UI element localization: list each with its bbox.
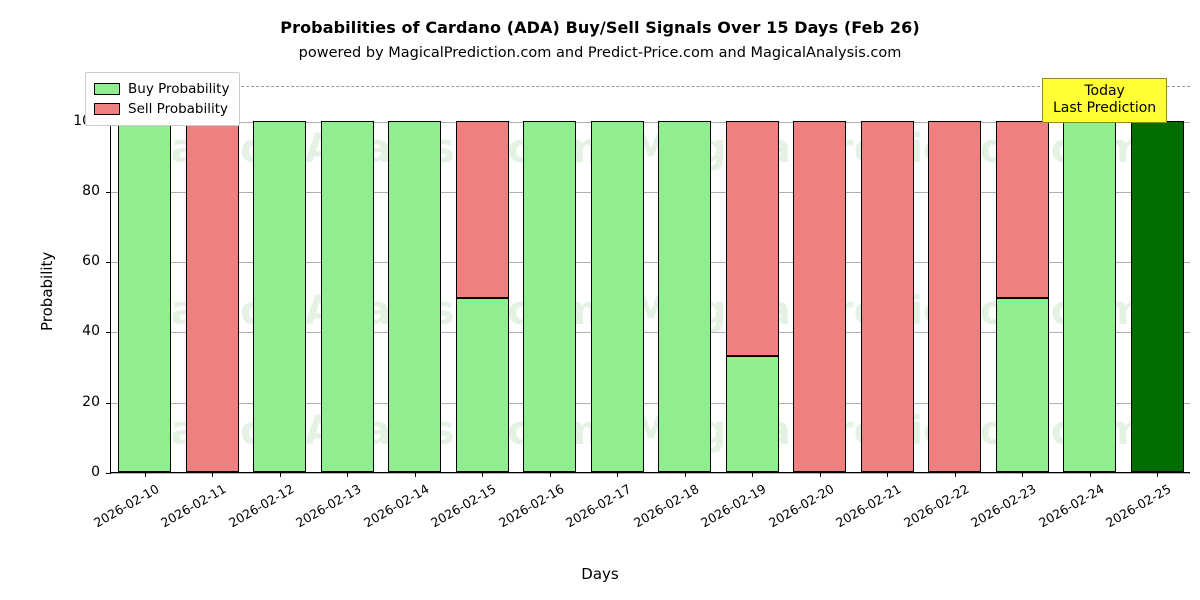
- bar-segment-buy[interactable]: [455, 298, 509, 472]
- legend-item-sell: Sell Probability: [94, 99, 229, 119]
- bar-segment-buy[interactable]: [523, 120, 577, 472]
- legend-swatch-buy: [94, 83, 120, 95]
- x-tick-label: 2026-02-10: [90, 481, 162, 531]
- chart-subtitle: powered by MagicalPrediction.com and Pre…: [298, 45, 902, 61]
- x-tick-label: 2026-02-19: [698, 481, 769, 531]
- bar-group[interactable]: [185, 77, 239, 472]
- bar-group[interactable]: [793, 77, 847, 472]
- bar-segment-buy[interactable]: [253, 120, 307, 472]
- x-tick-label: 2026-02-22: [900, 481, 972, 531]
- y-tick-label: 0: [91, 464, 100, 480]
- bar-group[interactable]: [118, 77, 172, 472]
- bar-group[interactable]: [860, 77, 914, 472]
- x-tick-mark: [752, 472, 754, 477]
- legend-swatch-sell: [94, 103, 120, 115]
- x-tick-mark: [212, 472, 214, 477]
- bar-segment-buy[interactable]: [320, 120, 374, 472]
- y-tick-label: 80: [82, 182, 100, 199]
- bar-group[interactable]: [658, 77, 712, 472]
- x-tick-label: 2026-02-12: [225, 481, 297, 531]
- bar-segment-buy[interactable]: [590, 120, 644, 472]
- x-tick-mark: [347, 472, 349, 477]
- x-tick-mark: [1089, 472, 1091, 477]
- today-annotation-line1: Today: [1084, 83, 1125, 99]
- x-tick-label: 2026-02-11: [158, 481, 229, 531]
- x-tick-label: 2026-02-21: [833, 481, 904, 531]
- today-annotation: Today Last Prediction: [1042, 78, 1168, 123]
- bar-group[interactable]: [253, 77, 307, 472]
- y-tick-mark: [106, 262, 111, 264]
- x-tick-mark: [414, 472, 416, 477]
- x-tick-label: 2026-02-16: [495, 481, 567, 531]
- bar-segment-buy[interactable]: [1063, 120, 1117, 472]
- y-tick-label: 20: [82, 393, 100, 410]
- bar-segment-buy[interactable]: [725, 356, 779, 472]
- x-tick-label: 2026-02-25: [1103, 481, 1174, 531]
- y-gridline: [111, 262, 1190, 264]
- bar-group[interactable]: [928, 77, 982, 472]
- bar-group[interactable]: [388, 77, 442, 472]
- bar-segment-buy[interactable]: [658, 120, 712, 472]
- bar-segment-today[interactable]: [1130, 120, 1184, 472]
- x-tick-mark: [819, 472, 821, 477]
- x-tick-label: 2026-02-24: [1035, 481, 1107, 531]
- x-tick-mark: [1022, 472, 1024, 477]
- legend-label-sell: Sell Probability: [128, 101, 229, 117]
- y-gridline: [111, 121, 1190, 123]
- bar-group[interactable]: [590, 77, 644, 472]
- x-tick-mark: [954, 472, 956, 477]
- x-tick-mark: [617, 472, 619, 477]
- bar-segment-sell[interactable]: [725, 120, 779, 357]
- x-axis-label: Days: [581, 565, 619, 583]
- y-tick-mark: [106, 332, 111, 334]
- plot-area: MagicalAnalysis.comMagicalPrediction.com…: [106, 77, 1190, 477]
- x-tick-label: 2026-02-13: [293, 481, 364, 531]
- x-tick-mark: [144, 472, 146, 477]
- y-tick-label: 40: [82, 323, 100, 340]
- bar-group[interactable]: [725, 77, 779, 472]
- bar-group[interactable]: [995, 77, 1049, 472]
- legend-item-buy: Buy Probability: [94, 79, 229, 99]
- legend-label-buy: Buy Probability: [128, 81, 230, 97]
- y-tick-label: 60: [82, 253, 100, 270]
- chart-title: Probabilities of Cardano (ADA) Buy/Sell …: [280, 18, 920, 37]
- bar-segment-sell[interactable]: [185, 120, 239, 472]
- x-tick-mark: [279, 472, 281, 477]
- bar-segment-sell[interactable]: [455, 120, 509, 299]
- bar-group[interactable]: [1130, 77, 1184, 472]
- bar-segment-buy[interactable]: [388, 120, 442, 472]
- bar-group[interactable]: [1063, 77, 1117, 472]
- y-gridline: [111, 402, 1190, 404]
- bar-segment-sell[interactable]: [860, 120, 914, 472]
- bar-group[interactable]: [523, 77, 577, 472]
- x-tick-label: 2026-02-20: [765, 481, 837, 531]
- y-gridline: [111, 332, 1190, 334]
- x-tick-mark: [1157, 472, 1159, 477]
- x-tick-mark: [482, 472, 484, 477]
- bar-segment-buy[interactable]: [995, 298, 1049, 472]
- y-tick-mark: [106, 402, 111, 404]
- x-tick-label: 2026-02-17: [563, 481, 634, 531]
- reference-dashed-line: [111, 86, 1190, 88]
- x-tick-label: 2026-02-18: [630, 481, 702, 531]
- x-tick-mark: [549, 472, 551, 477]
- bar-segment-sell[interactable]: [928, 120, 982, 472]
- bar-segment-sell[interactable]: [995, 120, 1049, 299]
- x-tick-label: 2026-02-15: [428, 481, 499, 531]
- bar-segment-sell[interactable]: [793, 120, 847, 472]
- chart-legend: Buy Probability Sell Probability: [85, 72, 241, 126]
- y-gridline: [111, 191, 1190, 193]
- y-tick-mark: [106, 473, 111, 474]
- bar-group[interactable]: [320, 77, 374, 472]
- bar-group[interactable]: [455, 77, 509, 472]
- bar-segment-buy[interactable]: [118, 120, 172, 472]
- x-tick-mark: [684, 472, 686, 477]
- x-tick-label: 2026-02-14: [360, 481, 432, 531]
- x-tick-label: 2026-02-23: [968, 481, 1039, 531]
- today-annotation-line2: Last Prediction: [1053, 100, 1157, 116]
- x-tick-mark: [887, 472, 889, 477]
- y-tick-mark: [106, 191, 111, 193]
- y-gridline: [111, 473, 1190, 474]
